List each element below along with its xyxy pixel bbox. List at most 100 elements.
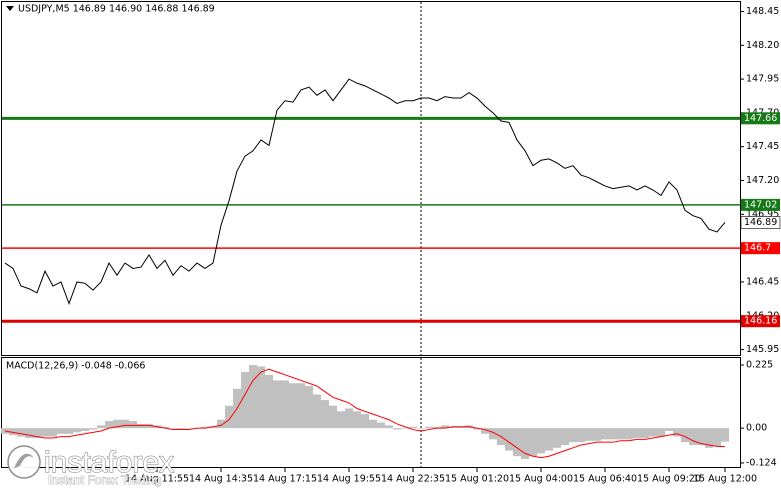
price-line xyxy=(4,78,726,306)
level-label: 146.7 xyxy=(744,243,771,254)
histogram-bar xyxy=(25,428,33,438)
histogram-bar xyxy=(513,428,521,457)
histogram-bar xyxy=(433,426,441,429)
histogram-bar xyxy=(337,411,345,429)
histogram-bar xyxy=(41,428,49,437)
histogram-bar xyxy=(625,428,633,440)
histogram-bar xyxy=(97,425,105,429)
histogram-bar xyxy=(689,428,697,445)
last-price-bg xyxy=(740,216,781,229)
histogram-bar xyxy=(289,383,297,429)
x-tick-label: 15 Aug 06:40 xyxy=(573,474,637,485)
histogram-bar xyxy=(353,411,361,429)
histogram-bar xyxy=(657,428,665,437)
histogram-bar xyxy=(633,428,641,438)
histogram-bar xyxy=(65,428,73,434)
y-tick-label: -0.124 xyxy=(746,457,777,468)
y-tick-label: 145.95 xyxy=(746,344,779,355)
panel-arrow xyxy=(6,6,14,11)
x-tick-label: 14 Aug 22:35 xyxy=(381,474,445,485)
histogram-bar xyxy=(425,426,433,429)
histogram-bar xyxy=(281,380,289,429)
histogram-bar xyxy=(249,365,257,429)
histogram-bar xyxy=(105,421,113,429)
level-label: 147.66 xyxy=(744,113,777,124)
plot-layer: 148.45148.20147.95147.70147.45147.20146.… xyxy=(1,6,781,485)
histogram-bar xyxy=(169,428,177,429)
histogram-bar xyxy=(9,428,17,436)
histogram-bar xyxy=(401,428,409,429)
histogram-bar xyxy=(409,426,417,429)
y-tick-label: 147.45 xyxy=(746,141,779,152)
histogram-bar xyxy=(553,428,561,448)
watermark-tagline: Instant Forex Trading xyxy=(48,473,161,487)
histogram-bar xyxy=(185,428,193,429)
histogram-bar xyxy=(137,423,145,429)
histogram-bar xyxy=(265,374,273,429)
logo-swoosh xyxy=(14,453,34,468)
histogram-bar xyxy=(345,408,353,429)
histogram-bar xyxy=(57,428,65,434)
histogram-bar xyxy=(457,426,465,429)
histogram-bar xyxy=(177,428,185,430)
x-tick-label: 14 Aug 14:35 xyxy=(189,474,253,485)
histogram-bar xyxy=(713,428,721,447)
x-tick-label: 15 Aug 01:20 xyxy=(445,474,509,485)
histogram-bar xyxy=(601,428,609,440)
histogram-bar xyxy=(697,428,705,445)
x-tick-label: 14 Aug 19:55 xyxy=(317,474,381,485)
histogram-bar xyxy=(641,428,649,438)
histogram-bar xyxy=(73,428,81,433)
histogram-bar xyxy=(585,428,593,441)
histogram-bar xyxy=(609,428,617,440)
histogram-bar xyxy=(201,426,209,429)
level-label-bg xyxy=(741,242,780,255)
macd-title: MACD(12,26,9) -0.048 -0.066 xyxy=(6,361,145,372)
histogram-bar xyxy=(33,428,41,438)
histogram-bar xyxy=(593,428,601,441)
histogram-bar xyxy=(617,428,625,440)
histogram-bar xyxy=(209,426,217,429)
histogram-bar xyxy=(385,425,393,429)
macd-panel-frame xyxy=(1,357,741,468)
chart-title: USDJPY,M5 146.89 146.90 146.88 146.89 xyxy=(18,4,215,15)
histogram-bar xyxy=(329,405,337,429)
histogram-bar xyxy=(297,383,305,429)
histogram-bar xyxy=(505,428,513,451)
y-tick-label: 148.45 xyxy=(746,6,779,17)
histogram-bar xyxy=(473,428,481,430)
histogram-bar xyxy=(305,386,313,429)
histogram-bar xyxy=(225,405,233,429)
watermark-brand: instaforex xyxy=(44,446,174,479)
histogram-bar xyxy=(489,428,497,440)
histogram-bar xyxy=(49,428,57,437)
histogram-bar xyxy=(561,428,569,445)
level-label-bg xyxy=(741,315,780,328)
histogram-bar xyxy=(241,372,249,429)
last-price-label: 146.89 xyxy=(744,217,777,228)
x-tick-label: 15 Aug 09:20 xyxy=(637,474,701,485)
x-tick-label: 15 Aug 04:00 xyxy=(509,474,573,485)
histogram-bar xyxy=(257,366,265,429)
x-tick-label: 15 Aug 12:00 xyxy=(693,474,757,485)
main-panel-frame xyxy=(1,1,741,356)
histogram-bar xyxy=(129,421,137,429)
histogram-bar xyxy=(377,422,385,429)
y-tick-label: 146.95 xyxy=(746,209,779,220)
histogram-bar xyxy=(361,414,369,429)
histogram-bar xyxy=(521,428,529,460)
y-tick-label: 146.45 xyxy=(746,276,779,287)
histogram-bar xyxy=(449,426,457,429)
level-label-bg xyxy=(741,198,780,211)
histogram-bar xyxy=(441,425,449,429)
histogram-bar xyxy=(145,423,153,429)
y-tick-label: 0.00 xyxy=(746,423,767,434)
y-tick-label: 148.20 xyxy=(746,40,779,51)
x-tick-label: 14 Aug 11:55 xyxy=(125,474,189,485)
histogram-bar xyxy=(681,428,689,443)
histogram-bar xyxy=(217,419,225,429)
histogram-bar xyxy=(721,428,729,442)
level-label: 146.16 xyxy=(744,316,777,327)
